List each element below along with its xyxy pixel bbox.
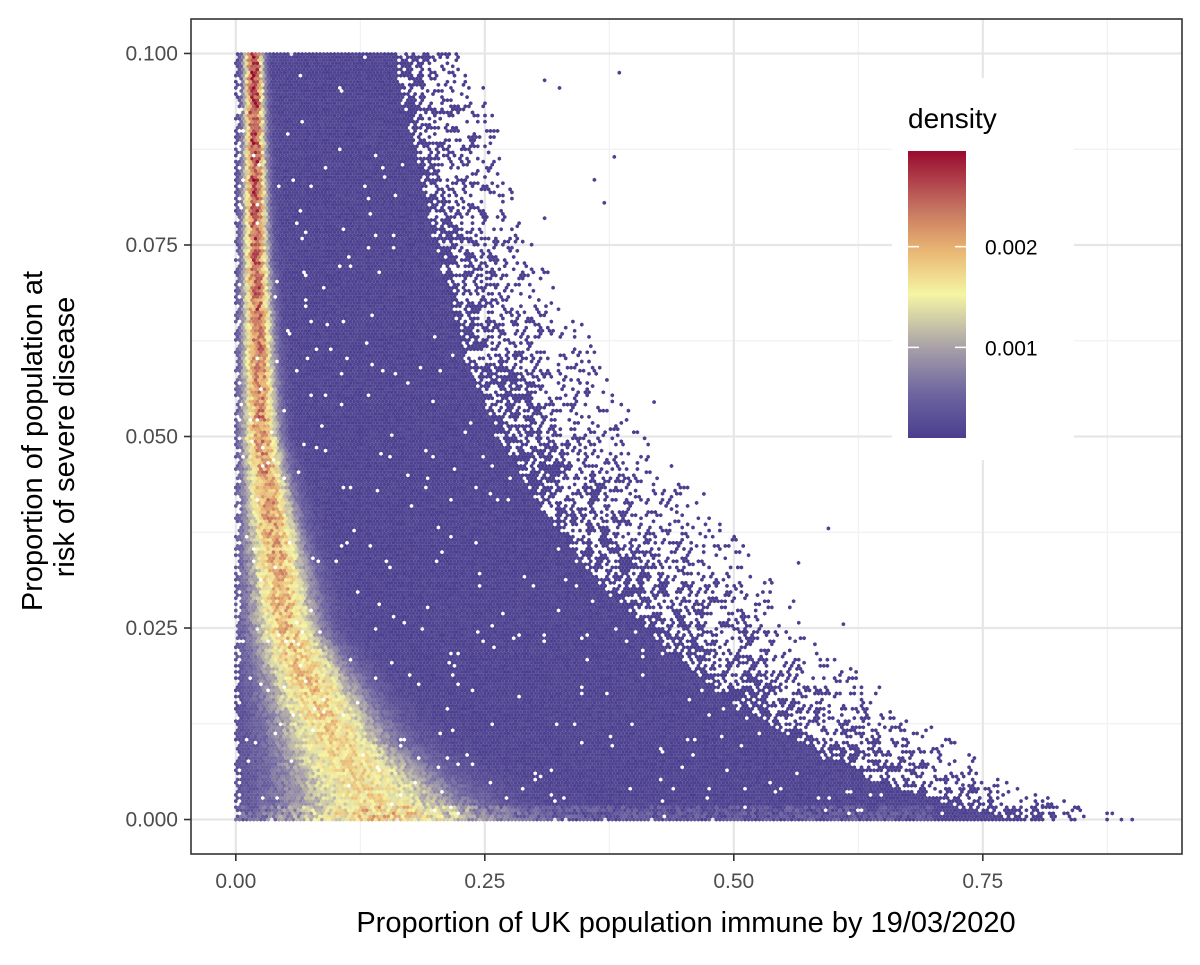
chart-root: density 0.0010.002 0.000.250.500.75 0.00…: [0, 0, 1200, 960]
hexbin-chart: density 0.0010.002 0.000.250.500.75 0.00…: [0, 0, 1200, 960]
